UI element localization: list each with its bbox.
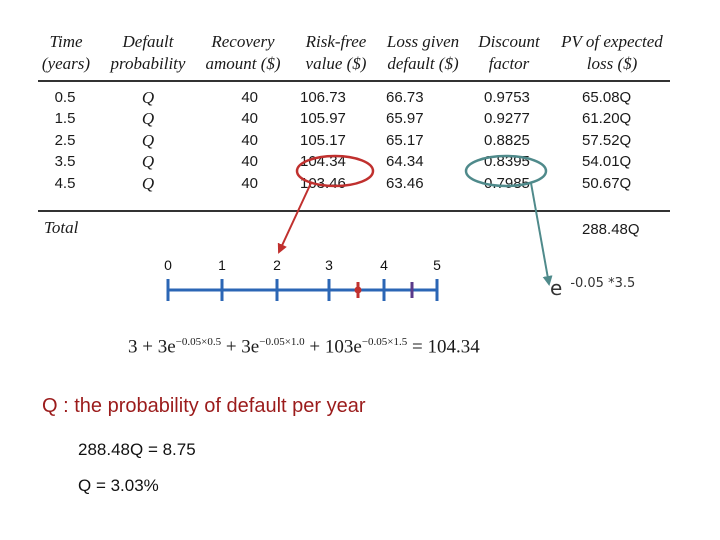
table-cell: 2.5: [54, 131, 76, 149]
arrow-discount-to-exp: [530, 182, 553, 286]
table-cell: 3.5: [54, 153, 76, 171]
total-label: Total: [44, 218, 79, 237]
column-recovery-amount: 40 40 40 40 40: [198, 87, 258, 194]
table-cell: 0.8825: [484, 131, 530, 149]
timeline-label-3: 3: [325, 257, 333, 273]
header-rule: [38, 80, 670, 82]
timeline-label-0: 0: [164, 257, 172, 273]
exp-base: e: [550, 276, 563, 300]
header-discount-factor: Discount factor: [478, 32, 540, 73]
column-risk-free-value: 106.73 105.97 105.17 104.34 103.46: [300, 87, 370, 194]
timeline-axis: [166, 279, 439, 301]
total-rule: [38, 210, 670, 212]
exp-note: e -0.05 *3.5: [550, 276, 635, 300]
table-cell: 0.9753: [484, 89, 530, 106]
table-cell: Q: [141, 109, 155, 129]
table-cell: 66.73: [386, 89, 424, 106]
header-time: Time (years): [41, 32, 91, 73]
table-cell: 0.9277: [484, 110, 530, 128]
table-cell: 65.17: [386, 131, 424, 149]
table-cell: Q: [141, 152, 155, 172]
table-cell: 4.5: [54, 174, 76, 192]
column-discount-factor: 0.9753 0.9277 0.8825 0.8395 0.7985: [484, 87, 554, 194]
bond-value-formula: 3 + 3e−0.05×0.5 + 3e−0.05×1.0 + 103e−0.0…: [128, 336, 480, 358]
table-cell: 105.97: [300, 110, 346, 128]
table-cell: 65.97: [386, 110, 424, 128]
table-cell: 40: [241, 174, 258, 192]
exp-exponent: -0.05 *3.5: [570, 276, 636, 291]
header-recovery-amount: Recovery amount ($): [205, 32, 281, 73]
column-default-probability: Q Q Q Q Q: [128, 87, 168, 194]
header-risk-free-value: Risk-free value ($): [305, 32, 367, 73]
timeline-label-4: 4: [380, 257, 388, 273]
table-cell: 0.8395: [484, 153, 530, 171]
table-cell: Q: [141, 88, 155, 107]
table-cell: 40: [241, 110, 258, 128]
table-cell: 40: [241, 89, 258, 106]
red-marker-dot: [354, 286, 362, 294]
table-cell: 105.17: [300, 131, 346, 149]
table-cell: 50.67Q: [582, 174, 632, 192]
table-cell: 103.46: [300, 174, 346, 192]
equation-line-2: Q = 3.03%: [78, 476, 159, 495]
header-pv-expected-loss: PV of expected loss ($): [561, 32, 663, 73]
timeline-label-5: 5: [433, 257, 441, 273]
table-cell: 65.08Q: [582, 89, 632, 106]
equation-line-1: 288.48Q = 8.75: [78, 440, 196, 459]
table-cell: 54.01Q: [582, 153, 632, 171]
table-cell: 40: [241, 131, 258, 149]
q-definition: Q : the probability of default per year: [42, 395, 366, 417]
table-cell: Q: [141, 173, 155, 193]
timeline-label-2: 2: [273, 257, 281, 273]
table-cell: 0.7985: [484, 174, 530, 192]
table-cell: 57.52Q: [582, 131, 632, 149]
table-cell: 61.20Q: [582, 110, 632, 128]
table-cell: 106.73: [300, 89, 346, 106]
column-time: 0.5 1.5 2.5 3.5 4.5: [40, 87, 90, 194]
table-cell: 63.46: [386, 174, 424, 192]
header-loss-given-default: Loss given default ($): [386, 32, 460, 73]
table-cell: 0.5: [54, 89, 76, 106]
timeline-label-1: 1: [218, 257, 226, 273]
column-loss-given-default: 66.73 65.97 65.17 64.34 63.46: [386, 87, 456, 194]
total-value: 288.48Q: [582, 221, 640, 238]
table-cell: 1.5: [54, 110, 76, 128]
header-default-probability: Default probability: [110, 32, 186, 73]
column-pv-expected-loss: 65.08Q 61.20Q 57.52Q 54.01Q 50.67Q: [582, 87, 672, 194]
table-cell: 64.34: [386, 153, 424, 171]
table-cell: Q: [141, 130, 155, 150]
table-cell: 104.34: [300, 153, 346, 171]
table-cell: 40: [241, 153, 258, 171]
